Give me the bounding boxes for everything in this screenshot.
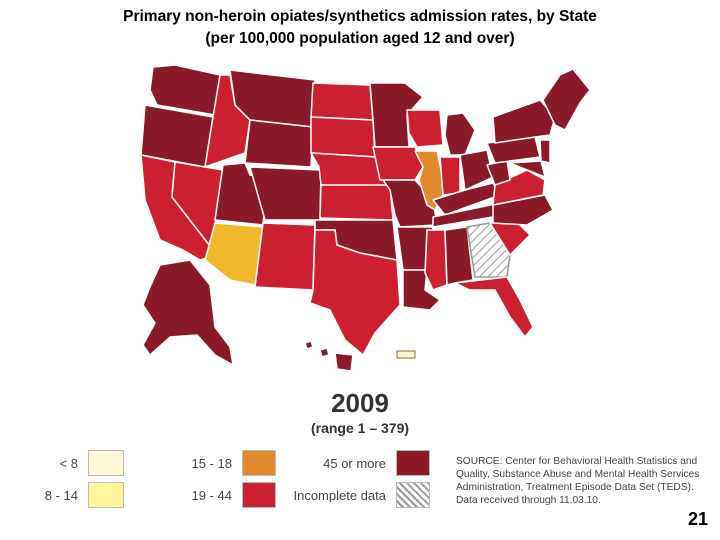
year-label: 2009 <box>331 388 389 418</box>
state-nm <box>254 222 316 291</box>
legend-swatch <box>88 450 124 476</box>
legend-label: 45 or more <box>323 455 386 471</box>
state-new-england <box>542 68 591 131</box>
state-wv <box>486 159 511 186</box>
legend-lt8: < 8 <box>40 450 124 476</box>
legend-8-14: 8 - 14 <box>30 482 124 508</box>
legend-label: 15 - 18 <box>191 455 232 471</box>
us-map <box>115 55 610 375</box>
state-in <box>439 156 461 196</box>
state-ny <box>492 99 556 144</box>
state-ms <box>424 229 448 291</box>
us-map-svg <box>140 64 591 372</box>
legend-label: 19 - 44 <box>191 487 232 503</box>
legend-label: < 8 <box>59 455 78 471</box>
state-va <box>492 169 546 206</box>
range-label: (range 1 – 379) <box>310 420 410 436</box>
state-md-de <box>509 160 546 178</box>
state-wy <box>244 119 314 168</box>
state-ia <box>372 146 424 181</box>
page-number: 21 <box>687 509 708 529</box>
state-ks <box>319 184 394 221</box>
legend-swatch <box>396 450 430 476</box>
state-hi-3 <box>334 352 354 372</box>
state-il <box>414 150 446 211</box>
state-pr <box>396 350 416 359</box>
state-az <box>204 222 264 286</box>
legend-swatch <box>88 482 124 508</box>
legend-swatch <box>242 482 276 508</box>
state-nj <box>539 139 551 164</box>
state-hi-2 <box>319 347 330 358</box>
title-line-2: (per 100,000 population aged 12 and over… <box>205 30 515 47</box>
title-line-1: Primary non-heroin opiates/synthetics ad… <box>123 8 597 25</box>
state-sd <box>310 116 376 158</box>
state-ga <box>466 222 511 278</box>
state-mn <box>369 82 424 148</box>
state-mi <box>444 112 476 156</box>
state-nd <box>310 82 374 121</box>
chart-title: Primary non-heroin opiates/synthetics ad… <box>0 6 720 50</box>
legend-label: 8 - 14 <box>44 487 78 503</box>
state-wi <box>406 109 444 148</box>
legend-19-44: 19 - 44 <box>180 482 276 508</box>
state-tx <box>309 229 401 356</box>
legend-15-18: 15 - 18 <box>180 450 276 476</box>
legend-45plus: 45 or more <box>286 450 430 476</box>
legend-incomplete: Incomplete data <box>286 482 430 508</box>
state-ak <box>142 259 234 366</box>
legend-label: Incomplete data <box>293 487 386 503</box>
state-fl <box>454 276 534 338</box>
legend-swatch <box>396 482 430 508</box>
source-note: SOURCE: Center for Behavioral Health Sta… <box>456 456 700 506</box>
state-hi-1 <box>304 340 314 350</box>
legend-swatch <box>242 450 276 476</box>
